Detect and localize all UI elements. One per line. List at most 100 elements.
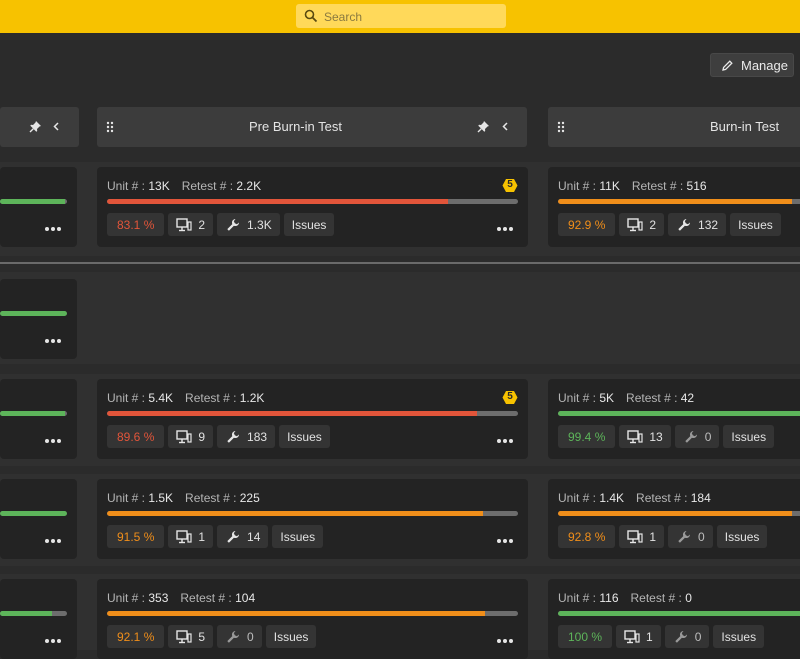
repairs-count[interactable]: 1.3K <box>217 213 280 236</box>
yield-value: 92.1 % <box>117 629 155 644</box>
card-header: Unit # : 116 Retest # : 0 <box>558 591 692 605</box>
chevron-left-icon[interactable] <box>50 120 63 133</box>
card-left-partial[interactable] <box>0 379 77 459</box>
more-options-icon[interactable] <box>497 630 515 643</box>
search-input[interactable] <box>322 6 502 28</box>
stations-count[interactable]: 13 <box>619 425 671 448</box>
chevron-left-icon[interactable] <box>499 120 512 133</box>
drag-handle-icon[interactable] <box>106 121 114 133</box>
unit-value: 353 <box>148 591 169 605</box>
repairs-count[interactable]: 0 <box>217 625 262 648</box>
retest-label: Retest # : <box>630 591 682 605</box>
station-card-pre[interactable]: Unit # : 353 Retest # : 104 92.1 % 5 0 Issues <box>97 579 528 659</box>
issues-button[interactable]: Issues <box>716 525 768 548</box>
warning-badge[interactable]: 5 <box>502 178 518 193</box>
card-left-partial[interactable] <box>0 279 77 359</box>
repairs-count[interactable]: 0 <box>668 525 713 548</box>
unit-label: Unit # : <box>558 491 597 505</box>
more-options-icon[interactable] <box>497 530 515 543</box>
card-left-partial[interactable] <box>0 479 77 559</box>
pin-icon[interactable] <box>29 120 42 133</box>
stations-count[interactable]: 1 <box>616 625 661 648</box>
station-card-burn[interactable]: Unit # : 5K Retest # : 42 99.4 % 13 0 Issues <box>548 379 800 459</box>
repairs-value: 14 <box>247 529 261 544</box>
yield-percentage: 100 % <box>558 625 613 648</box>
unit-label: Unit # : <box>107 491 146 505</box>
yield-value: 92.8 % <box>568 529 606 544</box>
card-header: Unit # : 1.5K Retest # : 225 <box>107 491 260 505</box>
issues-button[interactable]: Issues <box>265 625 317 648</box>
repairs-count[interactable]: 0 <box>674 425 720 448</box>
more-options-icon[interactable] <box>45 430 63 443</box>
progress-bar <box>107 511 518 516</box>
drag-handle-icon[interactable] <box>557 121 565 133</box>
progress-fill <box>558 511 793 516</box>
monitor-icon <box>627 429 643 443</box>
more-options-icon[interactable] <box>45 218 63 231</box>
monitor-icon <box>627 529 643 543</box>
card-left-partial[interactable] <box>0 579 77 659</box>
progress-fill <box>107 411 477 416</box>
retest-label: Retest # : <box>185 391 237 405</box>
column-title: Burn-in Test <box>710 119 780 134</box>
issues-button[interactable]: Issues <box>283 213 335 236</box>
progress-bar <box>558 411 800 416</box>
top-bar <box>0 0 800 33</box>
wrench-icon <box>678 530 691 543</box>
pin-icon[interactable] <box>477 120 490 133</box>
stations-count[interactable]: 2 <box>168 213 214 236</box>
issues-label: Issues <box>724 529 760 544</box>
card-stats: 99.4 % 13 0 Issues <box>558 425 775 448</box>
station-card-pre[interactable]: Unit # : 1.5K Retest # : 225 91.5 % 1 14 Issu… <box>97 479 528 559</box>
card-header: Unit # : 5.4K Retest # : 1.2K <box>107 391 264 405</box>
issues-button[interactable]: Issues <box>272 525 324 548</box>
issues-label: Issues <box>721 629 757 644</box>
repairs-count[interactable]: 183 <box>217 425 276 448</box>
progress-bar <box>0 411 67 416</box>
station-card-burn[interactable]: Unit # : 116 Retest # : 0 100 % 1 0 Issues <box>548 579 800 659</box>
stations-count[interactable]: 1 <box>168 525 214 548</box>
retest-label: Retest # : <box>180 591 232 605</box>
stations-value: 5 <box>198 629 206 644</box>
stations-value: 9 <box>198 429 206 444</box>
yield-percentage: 91.5 % <box>107 525 165 548</box>
issues-button[interactable]: Issues <box>723 425 775 448</box>
card-header: Unit # : 353 Retest # : 104 <box>107 591 255 605</box>
more-options-icon[interactable] <box>45 330 63 343</box>
yield-value: 83.1 % <box>117 217 155 232</box>
unit-value: 5.4K <box>148 391 174 405</box>
more-options-icon[interactable] <box>497 218 515 231</box>
station-card-pre[interactable]: Unit # : 5.4K Retest # : 1.2K 5 89.6 % 9 183 I… <box>97 379 528 459</box>
issues-button[interactable]: Issues <box>279 425 330 448</box>
stations-count[interactable]: 2 <box>619 213 665 236</box>
search-box[interactable] <box>296 4 506 28</box>
more-options-icon[interactable] <box>45 530 63 543</box>
yield-percentage: 92.8 % <box>558 525 616 548</box>
retest-label: Retest # : <box>181 179 234 193</box>
repairs-count[interactable]: 132 <box>668 213 727 236</box>
stations-count[interactable]: 9 <box>168 425 214 448</box>
manage-button[interactable]: Manage <box>710 53 794 77</box>
card-left-partial[interactable] <box>0 167 77 247</box>
repairs-count[interactable]: 14 <box>217 525 269 548</box>
warning-badge[interactable]: 5 <box>502 390 518 405</box>
progress-fill <box>107 611 486 616</box>
wrench-icon <box>678 218 691 231</box>
wrench-icon <box>227 530 240 543</box>
more-options-icon[interactable] <box>497 430 515 443</box>
issues-button[interactable]: Issues <box>730 213 781 236</box>
progress-bar <box>558 199 800 204</box>
more-options-icon[interactable] <box>45 630 63 643</box>
issues-button[interactable]: Issues <box>713 625 765 648</box>
retest-value: 516 <box>686 179 707 193</box>
progress-bar <box>0 199 67 204</box>
repairs-value: 0 <box>247 629 254 644</box>
station-card-burn[interactable]: Unit # : 1.4K Retest # : 184 92.8 % 1 0 Issue… <box>548 479 800 559</box>
stations-count[interactable]: 5 <box>168 625 214 648</box>
yield-percentage: 92.1 % <box>107 625 165 648</box>
station-card-pre[interactable]: Unit # : 13K Retest # : 2.2K 5 83.1 % 2 1.3K I… <box>97 167 528 247</box>
repairs-count[interactable]: 0 <box>664 625 710 648</box>
stations-count[interactable]: 1 <box>619 525 665 548</box>
card-stats: 92.8 % 1 0 Issues <box>558 525 768 548</box>
station-card-burn[interactable]: Unit # : 11K Retest # : 516 92.9 % 2 132 Issu… <box>548 167 800 247</box>
